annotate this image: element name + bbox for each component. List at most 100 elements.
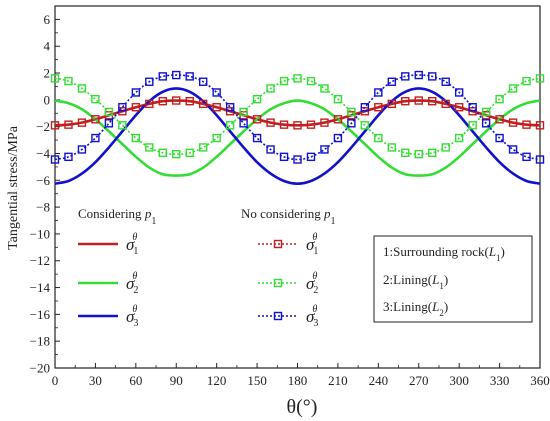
data-point [387, 143, 397, 152]
data-point [508, 145, 518, 154]
data-point [333, 133, 343, 143]
y-tick-label: −4 [36, 146, 50, 161]
data-point [428, 148, 437, 158]
x-axis-title: θ(°) [287, 396, 318, 418]
data-point [198, 143, 208, 152]
data-point [508, 118, 518, 127]
data-point [104, 107, 114, 117]
notes-border [373, 235, 533, 323]
data-point [387, 99, 397, 109]
data-point [374, 88, 383, 97]
y-axis: 6 4 2 0 −2 −4 −6 −8 −10 −12 −14 −16 −18 −20 [30, 12, 60, 376]
annotation-box: 1:Surrounding rock(L1) 2:Lining(L1) 3:Lini… [373, 235, 533, 323]
y-tick-label: −14 [30, 280, 51, 295]
data-point [77, 84, 87, 93]
data-point [454, 103, 464, 112]
data-point [131, 133, 141, 143]
y-tick-label: −10 [30, 226, 50, 241]
x-tick-label: 120 [207, 373, 227, 388]
data-point [77, 145, 87, 154]
x-tick-label: 0 [52, 373, 59, 388]
data-point [495, 133, 504, 143]
data-point [522, 76, 531, 86]
note-item: 2:Lining(L1) [383, 272, 448, 291]
x-tick-label: 90 [170, 373, 183, 388]
data-point [293, 74, 302, 83]
data-point [306, 76, 316, 86]
legend-marker [273, 278, 283, 288]
data-point [239, 107, 248, 117]
data-point [481, 119, 491, 128]
y-tick-label: −20 [30, 361, 50, 376]
data-point [145, 143, 154, 152]
data-point [252, 115, 262, 124]
series-dotted-line [54, 77, 541, 155]
data-point [158, 148, 167, 158]
legend-header-considering: Considering p1 [78, 206, 156, 227]
data-point [279, 120, 289, 129]
data-point [239, 119, 248, 128]
legend-marker [273, 311, 283, 321]
data-point [428, 96, 437, 106]
x-tick-label: 180 [288, 373, 308, 388]
data-point [185, 72, 194, 81]
y-tick-label: −2 [36, 119, 50, 134]
data-point [374, 133, 383, 143]
y-tick-label: 6 [44, 12, 51, 27]
series-line [54, 87, 541, 185]
data-point [212, 103, 221, 112]
data-point [266, 84, 275, 93]
y-tick-label: 2 [44, 66, 51, 81]
data-point [414, 96, 423, 105]
data-point [64, 76, 73, 86]
data-point [387, 77, 397, 86]
data-point [414, 70, 423, 80]
x-tick-label: 330 [490, 373, 510, 388]
series-dotted-line [54, 99, 541, 127]
data-point [158, 96, 167, 106]
data-point [212, 88, 221, 97]
data-point [401, 96, 410, 106]
data-point [428, 72, 437, 81]
y-tick-label: 4 [44, 39, 51, 54]
x-tick-label: 360 [530, 373, 550, 388]
data-point [279, 76, 289, 86]
series-line [54, 99, 541, 177]
data-point [535, 155, 545, 164]
x-tick-label: 240 [369, 373, 389, 388]
data-point [374, 103, 383, 112]
data-point [401, 148, 410, 158]
y-tick-label: −6 [36, 173, 50, 188]
data-point [441, 143, 450, 152]
data-point [198, 99, 208, 109]
data-point [185, 96, 194, 106]
y-tick-label: −12 [30, 253, 50, 268]
data-point [495, 94, 504, 104]
data-point [172, 149, 181, 159]
legend-label: σ2θ [306, 271, 318, 296]
data-point [266, 145, 275, 154]
data-point [441, 77, 450, 86]
legend-label: σ2θ [126, 271, 138, 296]
data-point [172, 96, 181, 105]
series-no_considering-3 [50, 70, 545, 164]
data-point [91, 115, 100, 124]
data-point [320, 145, 329, 154]
data-point [535, 74, 545, 83]
data-point [145, 77, 154, 86]
data-point [252, 133, 262, 143]
x-tick-label: 150 [247, 373, 267, 388]
data-point [468, 103, 477, 112]
data-point [293, 155, 302, 164]
legend-marker [273, 239, 283, 249]
data-point [454, 133, 464, 143]
data-point [508, 84, 518, 93]
note-item: 3:Lining(L2) [383, 299, 448, 318]
data-point [293, 121, 302, 130]
data-point [306, 152, 316, 162]
data-point [91, 133, 100, 143]
y-tick-label: 0 [44, 92, 51, 107]
data-point [522, 120, 531, 129]
data-point [306, 120, 316, 129]
